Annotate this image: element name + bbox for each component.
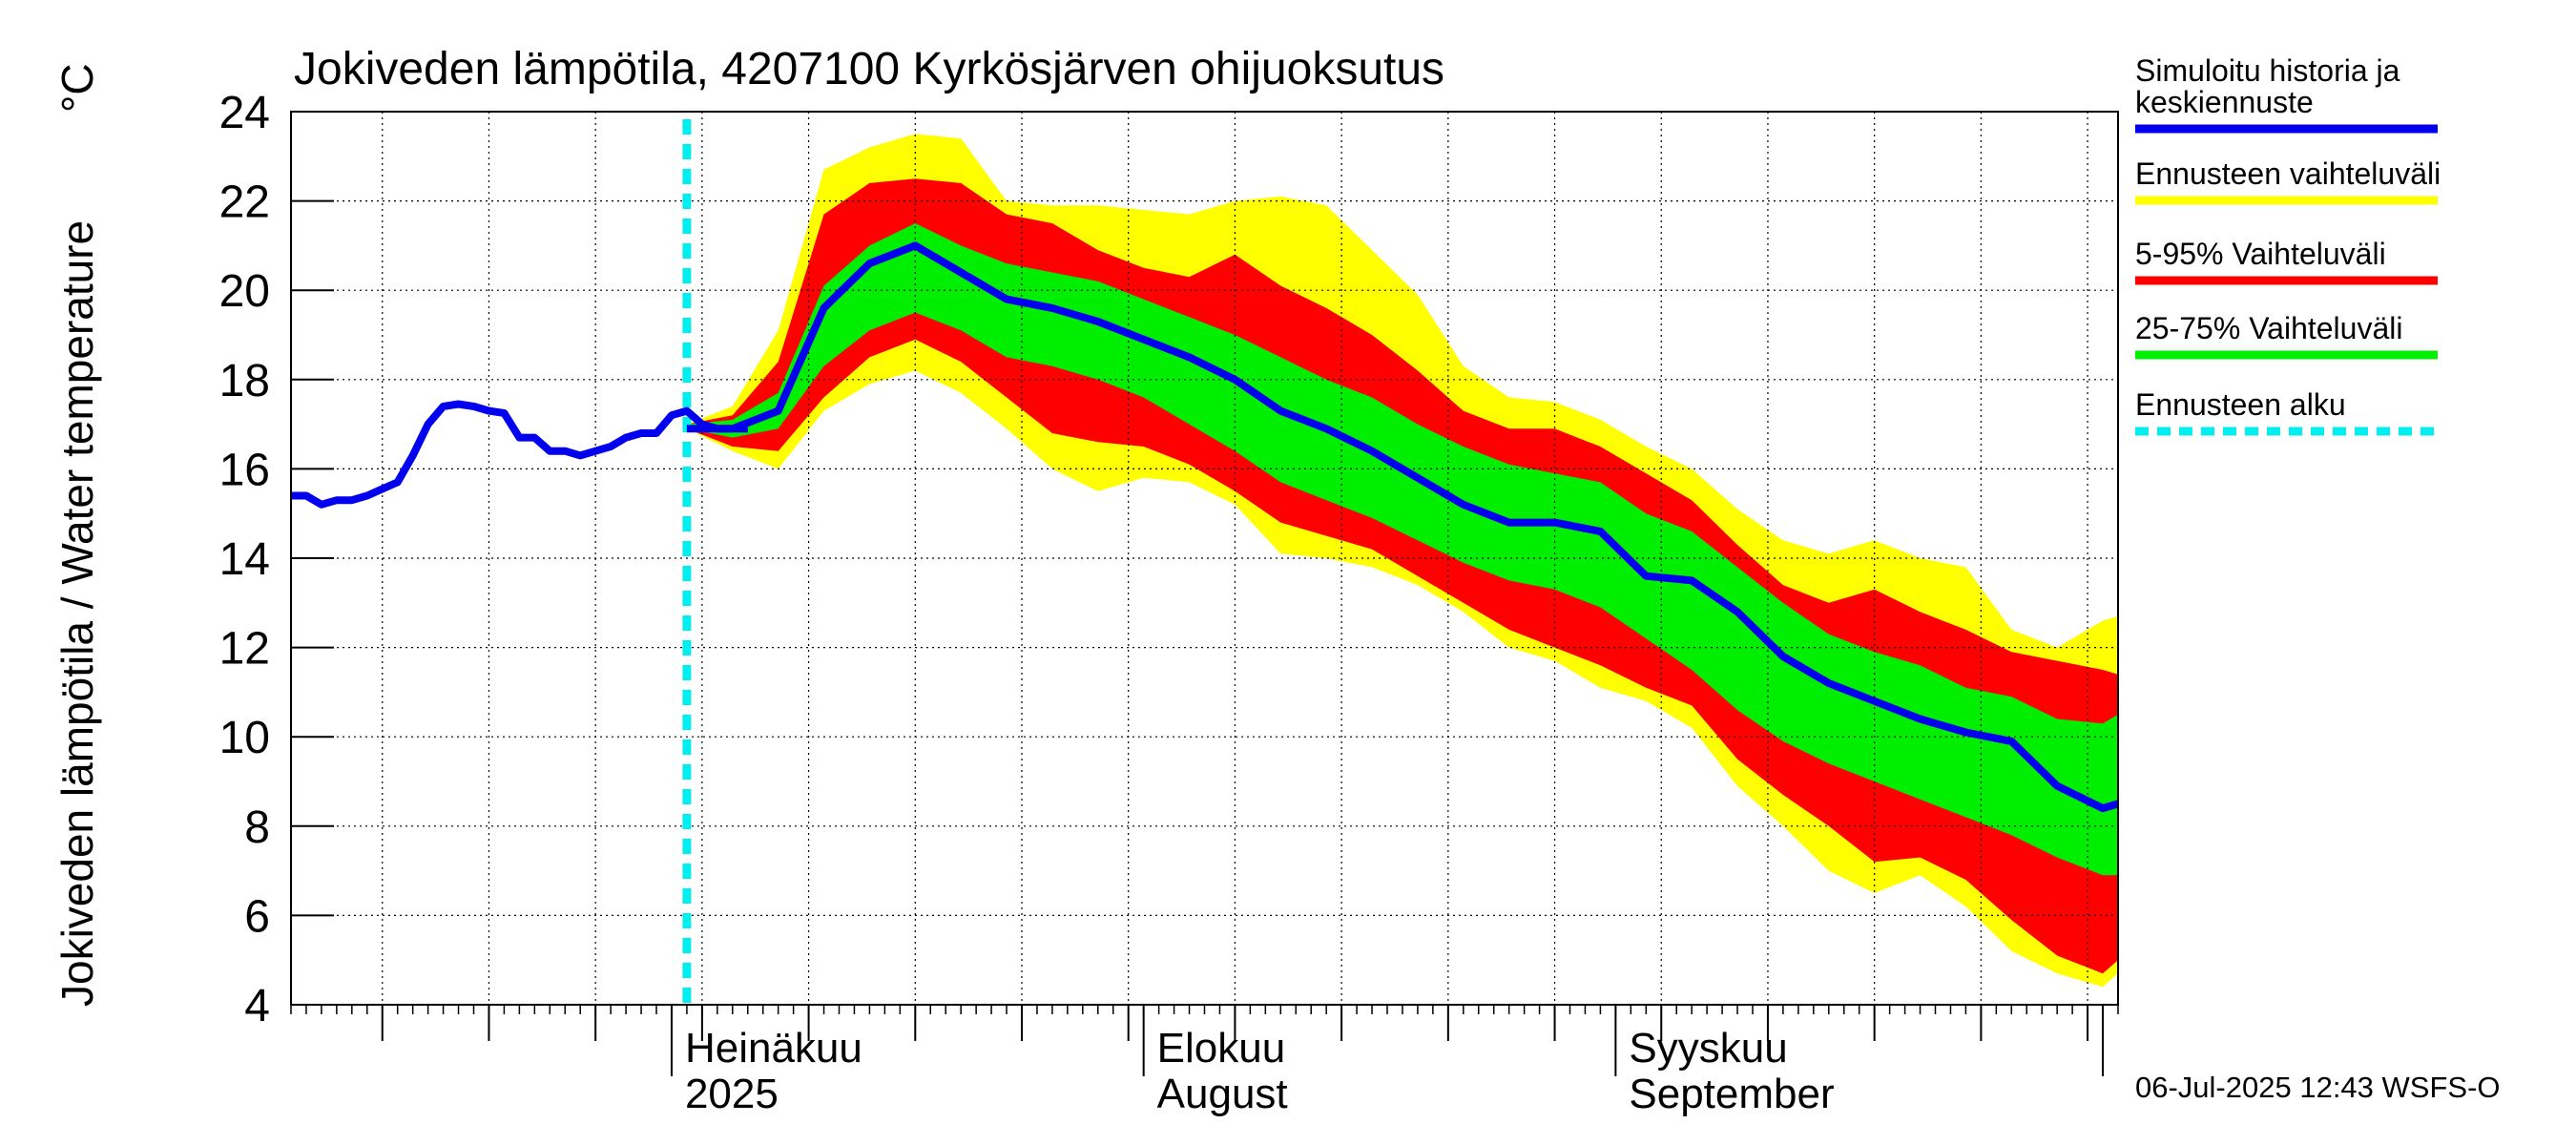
y-tick-label: 8 bbox=[244, 802, 270, 853]
y-tick-label: 24 bbox=[219, 88, 270, 138]
legend-label: Ennusteen alku bbox=[2135, 387, 2346, 422]
legend-item-p5_95: 5-95% Vaihteluväli bbox=[2135, 237, 2438, 285]
x-month-sublabel: 2025 bbox=[685, 1071, 779, 1117]
x-month-sublabel: September bbox=[1629, 1071, 1834, 1117]
median-forecast-line bbox=[686, 241, 2120, 813]
forecast-bands bbox=[686, 134, 2118, 988]
legend-label: 25-75% Vaihteluväli bbox=[2135, 311, 2402, 345]
legend-item-range: Ennusteen vaihteluväli bbox=[2135, 156, 2441, 205]
y-axis-label: Jokiveden lämpötila / Water temperature bbox=[52, 220, 102, 1007]
legend-label: Simuloitu historia ja bbox=[2135, 53, 2400, 88]
x-month-label: Syyskuu bbox=[1629, 1025, 1787, 1072]
y-tick-label: 22 bbox=[219, 177, 270, 228]
x-month-label: Heinäkuu bbox=[685, 1025, 862, 1072]
y-axis-unit: °C bbox=[52, 63, 102, 113]
y-tick-label: 14 bbox=[219, 534, 270, 585]
band-25-75 bbox=[686, 223, 2118, 876]
legend-item-p25_75: 25-75% Vaihteluväli bbox=[2135, 311, 2438, 360]
x-month-sublabel: August bbox=[1157, 1071, 1288, 1117]
y-tick-label: 6 bbox=[244, 891, 270, 942]
y-tick-label: 20 bbox=[219, 266, 270, 317]
legend-item-start: Ennusteen alku bbox=[2135, 387, 2438, 436]
chart-title: Jokiveden lämpötila, 4207100 Kyrkösjärve… bbox=[294, 44, 1444, 94]
legend-label: 5-95% Vaihteluväli bbox=[2135, 237, 2386, 271]
series-lines bbox=[291, 119, 2120, 1005]
grid-lines bbox=[291, 112, 2118, 1005]
y-tick-label: 16 bbox=[219, 445, 270, 495]
band-5-95 bbox=[686, 178, 2118, 974]
footer-timestamp: 06-Jul-2025 12:43 WSFS-O bbox=[2135, 1071, 2501, 1104]
y-tick-label: 10 bbox=[219, 713, 270, 763]
y-tick-label: 4 bbox=[244, 981, 270, 1031]
x-month-label: Elokuu bbox=[1157, 1025, 1286, 1072]
y-tick-label: 12 bbox=[219, 624, 270, 675]
legend-label: Ennusteen vaihteluväli bbox=[2135, 156, 2441, 191]
y-tick-label: 18 bbox=[219, 356, 270, 406]
history-line bbox=[291, 400, 748, 509]
legend-label: keskiennuste bbox=[2135, 85, 2314, 119]
